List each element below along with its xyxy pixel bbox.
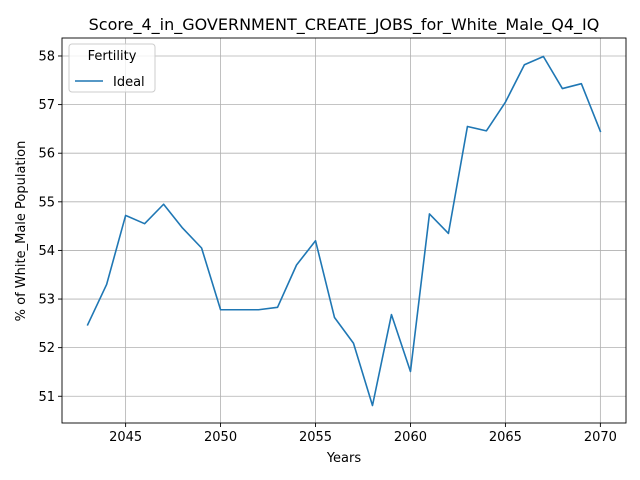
y-tick-label: 57 bbox=[38, 98, 55, 113]
legend: Fertility Ideal bbox=[68, 43, 156, 93]
x-axis-ticks: 2045 2050 2055 2060 2065 2070 bbox=[109, 423, 617, 445]
series-layer bbox=[86, 55, 602, 407]
x-axis-label: Years bbox=[326, 451, 362, 466]
y-tick-label: 51 bbox=[38, 390, 55, 405]
x-tick-label: 2050 bbox=[204, 430, 237, 445]
x-tick-label: 2070 bbox=[584, 430, 617, 445]
x-tick-label: 2060 bbox=[394, 430, 427, 445]
legend-title: Fertility bbox=[88, 49, 137, 64]
chart-title: Score_4_in_GOVERNMENT_CREATE_JOBS_for_Wh… bbox=[89, 15, 600, 35]
y-axis-ticks: 51 52 53 54 55 56 57 58 bbox=[38, 49, 62, 405]
y-tick-label: 56 bbox=[38, 147, 55, 162]
y-tick-label: 53 bbox=[38, 293, 55, 308]
legend-box bbox=[68, 43, 156, 93]
y-tick-label: 52 bbox=[38, 341, 55, 356]
x-tick-label: 2055 bbox=[299, 430, 332, 445]
y-tick-label: 54 bbox=[38, 244, 55, 259]
y-axis-label: % of White_Male Population bbox=[14, 141, 29, 322]
x-tick-label: 2045 bbox=[109, 430, 142, 445]
plot-area-frame bbox=[61, 37, 627, 424]
series-line-ideal bbox=[86, 55, 602, 407]
legend-label-ideal: Ideal bbox=[113, 75, 145, 90]
y-tick-label: 58 bbox=[38, 49, 55, 64]
y-tick-label: 55 bbox=[38, 195, 55, 210]
x-tick-label: 2065 bbox=[489, 430, 522, 445]
grid-lines bbox=[62, 38, 626, 423]
